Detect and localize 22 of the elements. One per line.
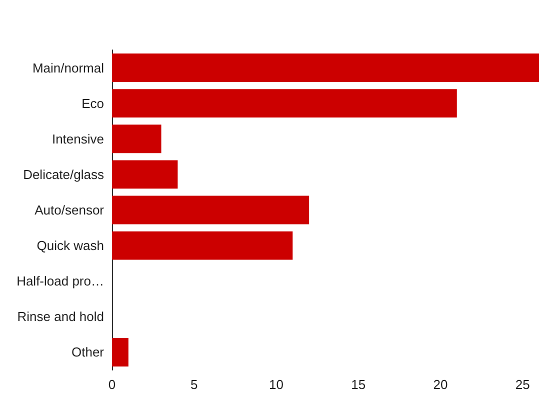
bar (112, 196, 310, 224)
y-tick-label: Other (71, 344, 105, 360)
y-tick-label: Eco (82, 96, 104, 111)
y-tick-label: Delicate/glass (23, 166, 104, 182)
x-tick-label: 15 (351, 377, 366, 392)
y-tick-label: Quick wash (36, 238, 104, 254)
x-tick-label: 20 (433, 377, 448, 392)
bar (112, 89, 457, 118)
y-tick-label: Rinse and hold (17, 309, 104, 324)
bar (112, 231, 293, 260)
x-tick-label: 10 (268, 377, 284, 392)
x-tick-label: 25 (515, 377, 530, 392)
bar (112, 54, 539, 82)
bar (112, 160, 178, 189)
x-tick-label: 0 (108, 377, 116, 392)
y-tick-label: Auto/sensor (34, 202, 105, 218)
bar (112, 338, 128, 366)
bar (112, 124, 162, 154)
y-tick-label: Intensive (52, 131, 104, 146)
x-tick-label: 5 (190, 377, 198, 392)
y-tick-label: Main/normal (32, 60, 104, 76)
y-tick-label: Half-load pro… (16, 274, 104, 289)
